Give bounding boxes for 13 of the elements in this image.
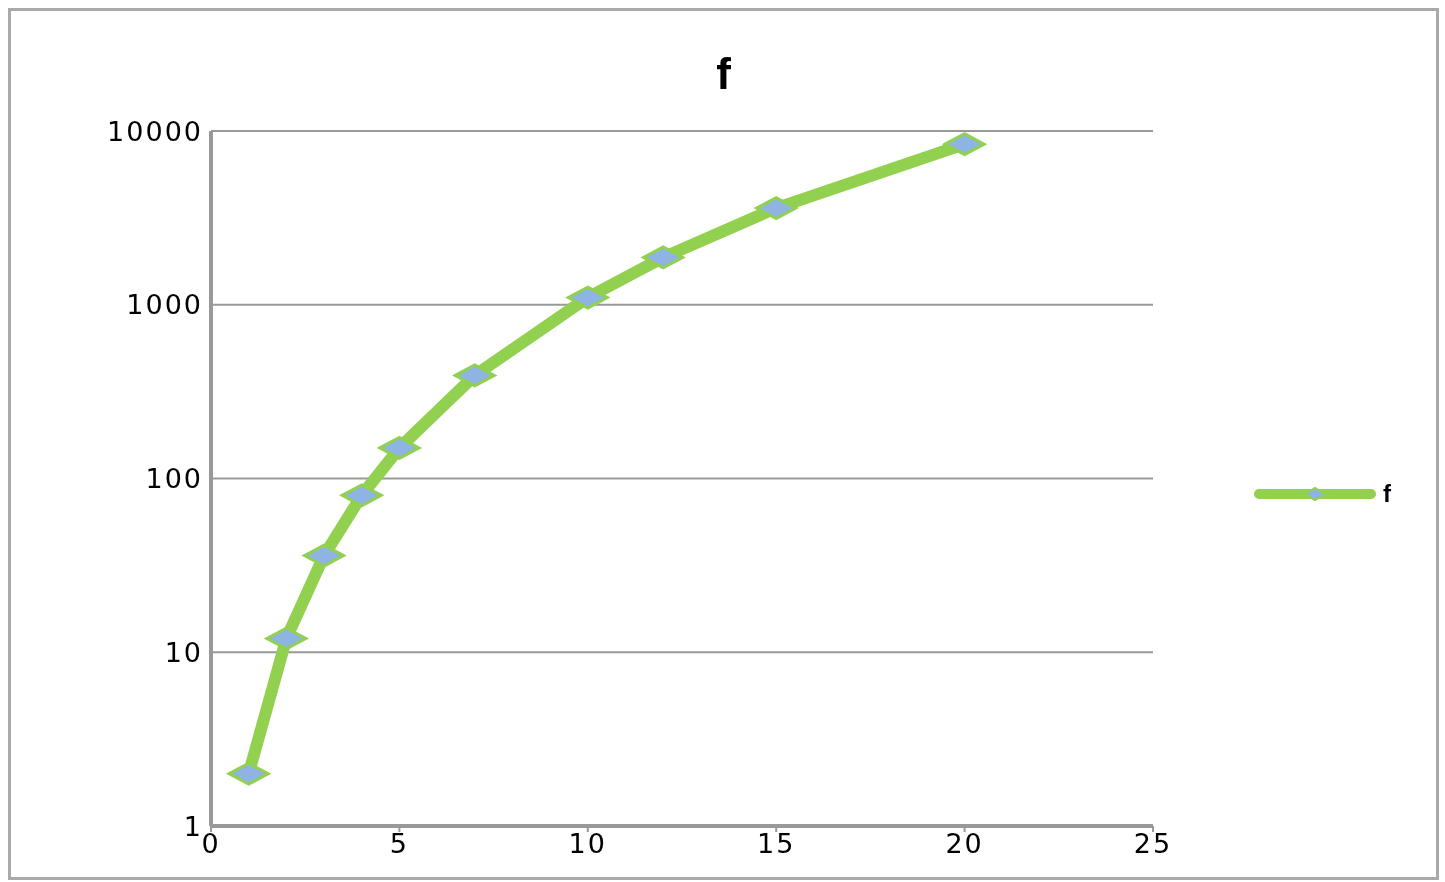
x-tick-label: 10 <box>568 828 607 860</box>
x-tick-label: 25 <box>1133 828 1173 860</box>
y-tick-label: 1000 <box>126 289 203 321</box>
y-tick-label: 10000 <box>107 115 203 147</box>
y-tick-label: 1 <box>183 810 203 842</box>
x-tick-label: 20 <box>945 828 984 860</box>
y-tick-label: 10 <box>164 636 203 668</box>
x-tick-label: 0 <box>201 828 221 860</box>
y-tick-label: 100 <box>145 463 203 495</box>
legend-label: f <box>1383 479 1391 508</box>
chart-title: f <box>715 49 732 99</box>
x-tick-label: 15 <box>757 828 796 860</box>
x-tick-label: 5 <box>389 828 409 860</box>
